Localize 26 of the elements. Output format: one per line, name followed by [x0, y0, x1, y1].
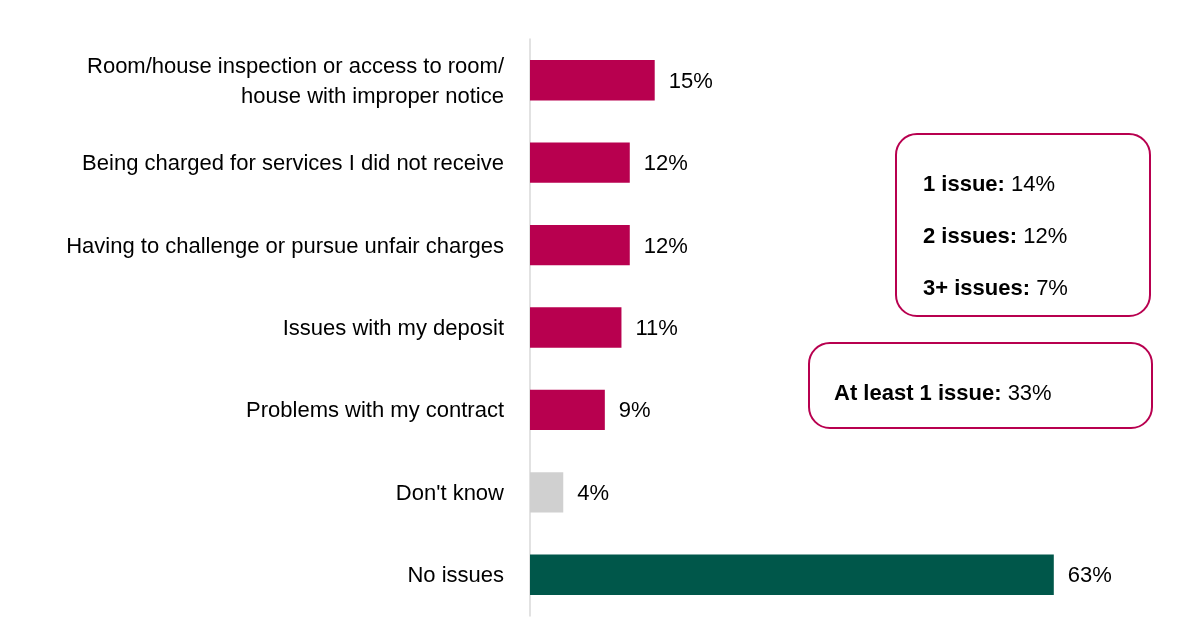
- annotation: At least 1 issue: 33%: [834, 380, 1053, 406]
- bar: [530, 142, 630, 183]
- annotation: 2 issues: 12%: [923, 223, 1069, 249]
- y-tick-label: Having to challenge or pursue unfair charges: [66, 232, 504, 258]
- data-label: 11%: [635, 315, 678, 340]
- y-tick-label: Don't know: [395, 479, 505, 505]
- y-tick-label: Problems with my contract: [246, 397, 504, 423]
- y-tick-label: Issues with my deposit: [282, 315, 504, 340]
- bar: [530, 389, 605, 431]
- y-tick-label: No issues: [407, 562, 504, 588]
- bar: [530, 224, 630, 266]
- annotation: 1 issue: 14%: [923, 171, 1057, 197]
- bar: [530, 307, 622, 348]
- data-label: 9%: [618, 397, 651, 423]
- data-label: 12%: [643, 232, 688, 258]
- bar: [530, 554, 1054, 595]
- annotation: 3+ issues: 7%: [923, 275, 1069, 301]
- text-box: At least 1 issue: 33%: [808, 342, 1153, 429]
- data-label: 4%: [577, 479, 610, 505]
- y-tick-label: Being charged for services I did not receive: [82, 150, 504, 176]
- text-box: 1 issue: 14% 2 issues: 12% 3+ issues: 7%: [895, 133, 1151, 317]
- y-tick-label: Room/house inspection or access to room/house with improper notice: [87, 52, 505, 108]
- data-label: 12%: [643, 150, 688, 176]
- data-label: 15%: [668, 67, 713, 93]
- bar: [530, 60, 655, 101]
- data-label: 63%: [1067, 562, 1112, 588]
